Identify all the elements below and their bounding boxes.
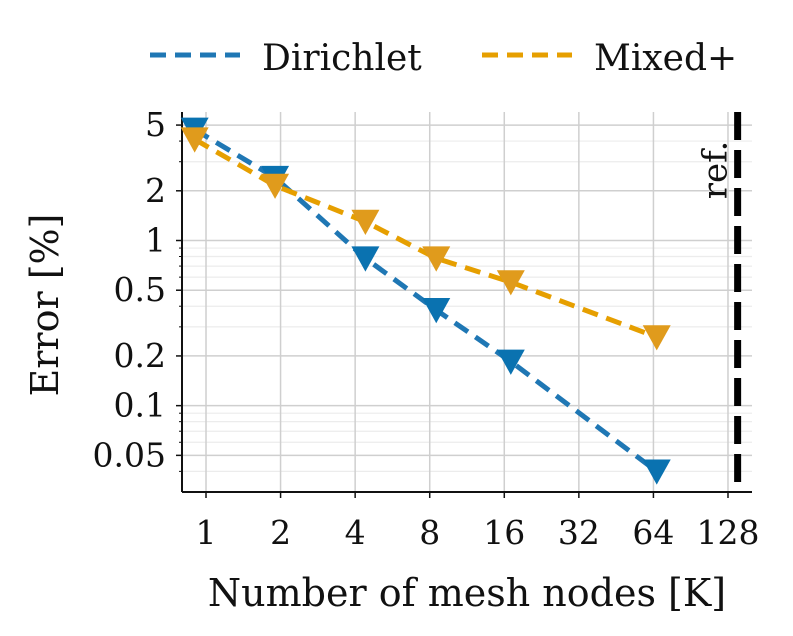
x-tick-label: 8	[419, 513, 440, 552]
series-line-mixed-	[193, 137, 658, 340]
x-axis-label: Number of mesh nodes [K]	[208, 571, 726, 615]
y-tick-label: 0.05	[93, 435, 166, 474]
data-point-marker	[496, 349, 525, 375]
x-tick-label: 2	[270, 513, 291, 552]
x-tick-label: 64	[632, 513, 674, 552]
x-tick-label: 1	[196, 513, 217, 552]
reference-line-label: ref.	[696, 141, 736, 200]
y-tick-label: 0.1	[114, 386, 166, 425]
legend-label: Dirichlet	[262, 38, 422, 79]
y-tick-label: 0.5	[114, 270, 166, 309]
data-point-marker	[351, 209, 380, 235]
axes: 0.05 0.1 0.2 0.5 1 2 5 1 2 4 8 16 32 64 128	[93, 105, 760, 552]
grid	[182, 112, 752, 492]
legend: Dirichlet Mixed+	[150, 38, 737, 79]
data-point-marker	[642, 459, 671, 485]
data-point-marker	[422, 298, 451, 324]
data-point-marker	[422, 246, 451, 272]
data-point-marker	[642, 325, 671, 351]
y-axis-label: Error [%]	[23, 214, 67, 397]
series-line-dirichlet	[193, 127, 659, 474]
data-point-marker	[351, 246, 380, 272]
y-tick-label: 0.2	[114, 336, 166, 375]
data-point-marker	[180, 127, 209, 153]
data-point-marker	[496, 270, 525, 296]
legend-label: Mixed+	[594, 38, 737, 79]
x-tick-label: 4	[345, 513, 366, 552]
data-point-marker	[261, 173, 290, 199]
y-tick-label: 5	[145, 105, 166, 144]
x-tick-label: 32	[558, 513, 600, 552]
x-tick-label: 128	[696, 513, 759, 552]
y-tick-label: 1	[145, 221, 166, 260]
series-group	[180, 117, 671, 485]
y-tick-label: 2	[145, 171, 166, 210]
x-tick-label: 16	[483, 513, 525, 552]
reference-line-group: ref.	[696, 112, 742, 492]
